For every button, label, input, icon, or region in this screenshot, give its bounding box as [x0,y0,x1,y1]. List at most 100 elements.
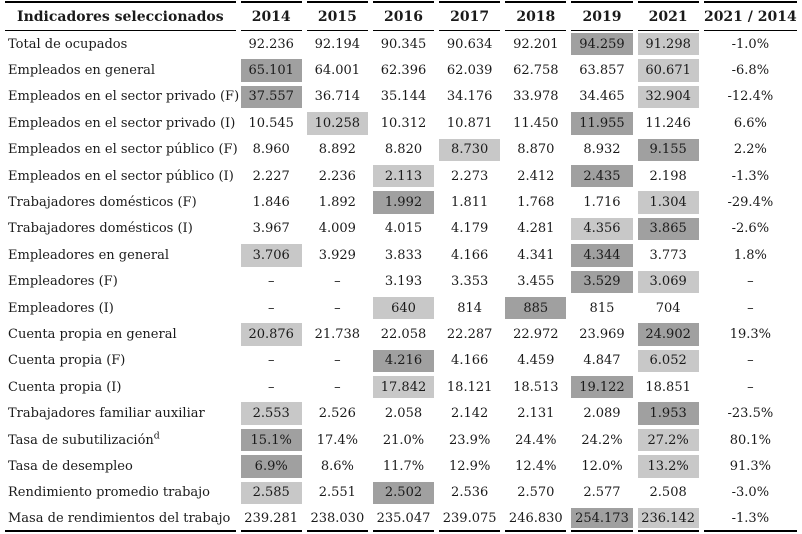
ratio-cell: – [747,379,754,395]
year-column-header-2018: 2018 [505,1,567,31]
table-row: Cuenta propia en general 20.876 21.738 2… [5,321,797,347]
value-cell-2015: 4.009 [318,221,356,237]
year-column-header-2015: 2015 [306,1,368,31]
ratio-cell: -6.8% [731,63,770,79]
ratio-cell: -3.0% [731,485,770,501]
ratio-cell: -1.3% [731,168,770,184]
table-row: Rendimiento promedio trabajo 2.585 2.551… [5,480,797,506]
value-cell-2017: 90.634 [446,36,493,52]
value-cell-2019: 2.577 [583,485,621,501]
value-cell-2017: 3.353 [451,274,489,290]
value-cell-2016: 1.992 [372,189,435,215]
value-cell-2021: 9.155 [637,137,699,163]
row-label: Empleadores en general [8,247,170,263]
year-column-header-2021: 2021 [637,1,699,31]
value-cell-2019: 1.716 [583,195,621,211]
table-row: Empleadores (I) – – 640 814 885 815 704 … [5,295,797,321]
ratio-cell: 19.3% [729,326,771,342]
value-cell-2014: 20.876 [240,321,302,347]
header-row: Indicadores seleccionados 2014 2015 2016… [5,1,797,31]
ratio-cell: -2.6% [731,221,770,237]
value-cell-2015: 64.001 [314,63,361,79]
value-cell-2014: 10.545 [248,115,294,131]
value-cell-2017: 2.536 [451,485,489,501]
value-cell-2015: 1.892 [318,195,356,211]
value-cell-2021: 1.953 [637,400,699,426]
table-row: Cuenta propia (I) – – 17.842 18.121 18.5… [5,374,797,400]
value-cell-2018: 24.4% [515,432,557,448]
value-cell-2016: 22.058 [380,326,427,342]
value-cell-2018: 3.455 [517,274,555,290]
row-label: Trabajadores familiar auxiliar [8,406,205,422]
value-cell-2019: 12.0% [581,458,623,474]
row-label: Empleados en el sector privado (F) [8,89,240,105]
value-cell-2016: 2.058 [384,406,423,422]
value-cell-2015: 2.236 [318,168,356,184]
row-label: Total de ocupados [8,36,128,52]
ratio-cell: 2.2% [733,142,767,158]
value-cell-2014: 3.706 [240,242,302,268]
value-cell-2015: 3.929 [318,247,356,263]
value-cell-2016: 235.047 [372,506,435,533]
row-label: Empleados en el sector público (F) [8,142,238,158]
table-row: Empleadores (F) – – 3.193 3.353 3.455 3.… [5,269,797,295]
value-cell-2021: 60.671 [637,57,699,83]
value-cell-2015: 238.030 [306,506,368,533]
value-cell-2015: – [334,300,341,316]
year-column-header-2017: 2017 [439,1,501,31]
value-cell-2016: 35.144 [380,89,427,105]
value-cell-2019: 2.089 [583,406,621,422]
ratio-cell: -23.5% [727,406,774,422]
value-cell-2018: 2.412 [517,168,555,184]
table-row: Trabajadores familiar auxiliar 2.553 2.5… [5,400,797,426]
value-cell-2018: 8.870 [517,142,555,158]
value-cell-2016: 4.015 [384,221,423,237]
value-cell-2016: 8.820 [384,142,423,158]
value-cell-2017: 34.176 [446,89,493,105]
value-cell-2016: 10.312 [380,115,427,131]
ratio-cell: 1.8% [733,247,767,263]
value-cell-2019: 34.465 [579,89,625,105]
value-cell-2017: 814 [457,300,483,316]
table-row: Empleados en el sector privado (I) 10.54… [5,110,797,136]
value-cell-2015: 2.526 [318,406,356,422]
value-cell-2018: 4.459 [517,353,555,369]
value-cell-2016: 11.7% [382,458,425,474]
value-cell-2017: 4.166 [451,247,489,263]
value-cell-2015: 92.194 [314,36,361,52]
table-row: Trabajadores domésticos (F) 1.846 1.892 … [5,189,797,215]
value-cell-2014: 1.846 [252,195,290,211]
row-label: Rendimiento promedio trabajo [8,485,211,501]
value-cell-2021: 3.773 [649,247,687,263]
year-column-header-2014: 2014 [240,1,302,31]
value-cell-2015: 2.551 [318,485,356,501]
table-row: Empleados en el sector privado (F) 37.55… [5,84,797,110]
value-cell-2014: – [267,300,275,316]
value-cell-2019: 8.932 [583,142,621,158]
value-cell-2021: 32.904 [637,84,699,110]
row-label: Empleadores (F) [8,274,118,290]
value-cell-2014: 6.9% [240,453,302,479]
value-cell-2021: 11.246 [645,115,691,131]
ratio-cell: -12.4% [727,89,774,105]
value-cell-2019: 19.122 [571,374,633,400]
ratio-cell: 91.3% [729,458,771,474]
value-cell-2021: 1.304 [637,189,699,215]
ratio-cell: – [747,274,754,290]
value-cell-2017: 4.179 [451,221,489,237]
value-cell-2019: 254.173 [571,506,633,533]
value-cell-2017: 1.811 [451,195,489,211]
ratio-cell: -1.3% [703,506,797,533]
value-cell-2016: 2.113 [372,163,435,189]
row-label: Cuenta propia en general [8,326,177,342]
value-cell-2018: 885 [505,295,567,321]
row-label: Tasa de desempleo [8,458,133,474]
value-cell-2021: 2.508 [649,485,687,501]
value-cell-2019: 4.344 [571,242,633,268]
ratio-cell: -29.4% [727,195,774,211]
ratio-cell: -1.0% [731,36,770,52]
row-label: Empleadores (I) [8,300,114,316]
value-cell-2016: 17.842 [372,374,435,400]
value-cell-2019: 94.259 [571,31,633,57]
